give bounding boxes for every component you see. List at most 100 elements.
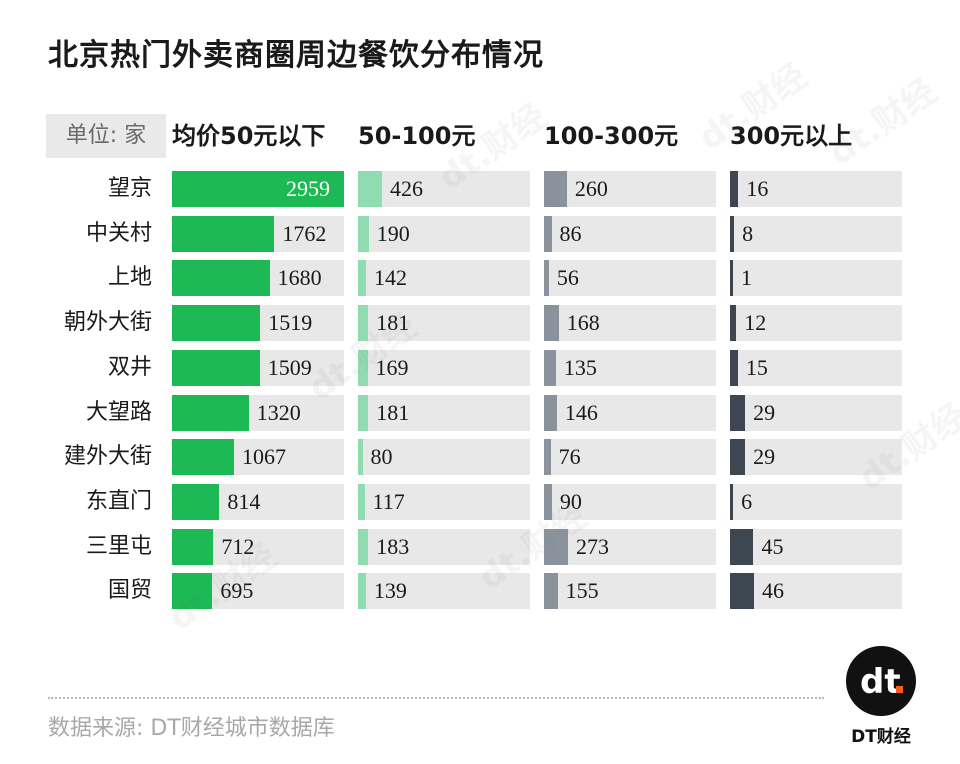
bar bbox=[358, 349, 368, 386]
bar bbox=[730, 394, 746, 431]
data-label: 1 bbox=[741, 265, 752, 291]
bar-background bbox=[730, 171, 902, 207]
bar-background bbox=[358, 573, 530, 610]
bar bbox=[544, 215, 552, 252]
data-label: 46 bbox=[762, 578, 784, 604]
data-label: 142 bbox=[374, 265, 407, 291]
data-label: 29 bbox=[753, 444, 776, 470]
data-label: 155 bbox=[565, 578, 599, 604]
data-label: 90 bbox=[559, 488, 582, 514]
bar bbox=[172, 439, 235, 476]
data-label: 695 bbox=[220, 578, 254, 604]
bar bbox=[358, 483, 365, 520]
bar bbox=[730, 573, 754, 610]
bar-background bbox=[358, 171, 530, 207]
bar bbox=[544, 573, 558, 610]
data-label: 45 bbox=[761, 533, 784, 559]
bar bbox=[730, 528, 754, 565]
category-label: 双井 bbox=[107, 354, 152, 380]
bar bbox=[172, 394, 249, 431]
bar-background bbox=[544, 394, 716, 431]
data-label: 76 bbox=[558, 444, 581, 470]
data-label: 146 bbox=[564, 399, 598, 425]
data-label: 814 bbox=[227, 488, 261, 514]
bar bbox=[544, 483, 552, 520]
bar bbox=[358, 528, 369, 565]
bar-background bbox=[544, 483, 716, 520]
bar bbox=[358, 394, 369, 431]
dt-logo-icon: dt bbox=[860, 662, 903, 702]
bar bbox=[172, 215, 275, 252]
bar-background bbox=[544, 215, 716, 252]
category-label: 国贸 bbox=[107, 578, 152, 604]
bar bbox=[544, 260, 549, 297]
bar-background bbox=[544, 528, 716, 565]
data-label: 1519 bbox=[268, 310, 313, 336]
data-label: 1509 bbox=[267, 354, 312, 380]
column-header-3: 300元以上 bbox=[730, 122, 853, 150]
bar-background bbox=[544, 171, 716, 207]
data-label: 426 bbox=[390, 176, 423, 201]
data-label: 169 bbox=[375, 354, 409, 380]
bar bbox=[730, 260, 733, 297]
bar-background bbox=[544, 439, 716, 476]
data-label: 1067 bbox=[242, 444, 287, 470]
bar bbox=[544, 439, 551, 476]
bar bbox=[358, 215, 369, 252]
category-label: 三里屯 bbox=[85, 533, 152, 559]
data-label: 56 bbox=[556, 265, 579, 291]
bar-background bbox=[358, 439, 530, 476]
bar-background bbox=[730, 573, 902, 610]
bar-background bbox=[730, 305, 902, 342]
bar-background bbox=[544, 573, 716, 610]
data-label: 1320 bbox=[256, 399, 301, 425]
category-label: 朝外大街 bbox=[63, 310, 152, 336]
data-label: 8 bbox=[742, 220, 754, 246]
bar bbox=[172, 573, 213, 610]
category-label: 建外大街 bbox=[63, 444, 152, 470]
bar bbox=[358, 573, 366, 610]
bar bbox=[358, 439, 363, 476]
bar-background bbox=[358, 260, 530, 297]
bar-background bbox=[544, 305, 716, 342]
data-label: 12 bbox=[744, 310, 767, 336]
bar bbox=[172, 349, 260, 386]
column-header-0: 均价50元以下 bbox=[172, 122, 326, 150]
bar-background bbox=[544, 260, 716, 297]
data-label: 16 bbox=[746, 176, 769, 201]
footer-divider bbox=[48, 697, 824, 699]
logo-text: dt bbox=[860, 662, 901, 702]
dt-logo: dt bbox=[846, 646, 916, 716]
column-header-1: 50-100元 bbox=[358, 122, 476, 150]
data-label: 15 bbox=[745, 354, 768, 380]
data-label: 80 bbox=[370, 444, 393, 470]
chart-title: 北京热门外卖商圈周边餐饮分布情况 bbox=[48, 38, 544, 73]
data-label: 1762 bbox=[282, 220, 327, 246]
bar bbox=[730, 439, 746, 476]
bar bbox=[358, 260, 366, 297]
data-label: 181 bbox=[376, 310, 410, 336]
bar-background bbox=[358, 215, 530, 252]
bar-background bbox=[730, 349, 902, 386]
bar-background bbox=[358, 305, 530, 342]
data-label: 29 bbox=[753, 399, 776, 425]
bar bbox=[172, 305, 261, 342]
bar-background bbox=[358, 349, 530, 386]
data-label: 1680 bbox=[277, 265, 322, 291]
data-label: 6 bbox=[741, 488, 753, 514]
bar bbox=[172, 260, 270, 297]
bar-background bbox=[730, 483, 902, 520]
bar bbox=[172, 528, 214, 565]
bar bbox=[730, 171, 739, 207]
bar bbox=[358, 171, 382, 207]
bar bbox=[544, 171, 567, 207]
bar-background bbox=[544, 349, 716, 386]
bar-background bbox=[730, 394, 902, 431]
unit-label: 单位: 家 bbox=[46, 114, 166, 158]
bar-background bbox=[730, 260, 902, 297]
bar-background bbox=[730, 439, 902, 476]
bar-background bbox=[730, 215, 902, 252]
bar bbox=[172, 171, 344, 207]
bar-background bbox=[358, 528, 530, 565]
data-label: 117 bbox=[372, 488, 405, 514]
